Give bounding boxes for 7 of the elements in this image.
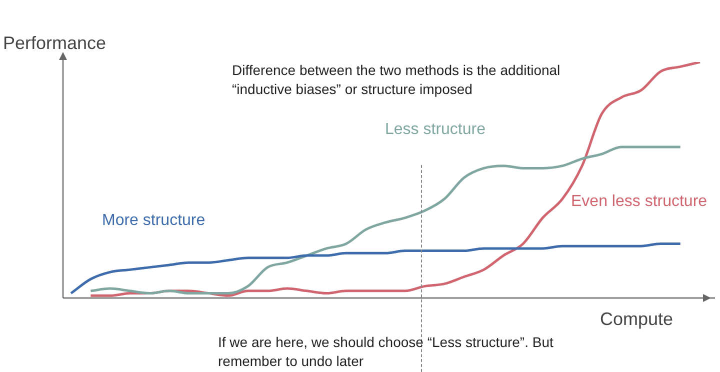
annotation: Difference between the two methods is the additional “inductive biases” or structure imposed [232, 61, 562, 99]
series-label: Less structure [385, 121, 486, 139]
text: More structure [102, 212, 206, 230]
x-axis-title: Compute [600, 309, 674, 330]
series-label: Even less structure [571, 193, 708, 211]
y-axis-title: Performance [3, 33, 106, 54]
text: If we are here, we should choose “Less structure”. But remember to undo later [218, 333, 554, 371]
